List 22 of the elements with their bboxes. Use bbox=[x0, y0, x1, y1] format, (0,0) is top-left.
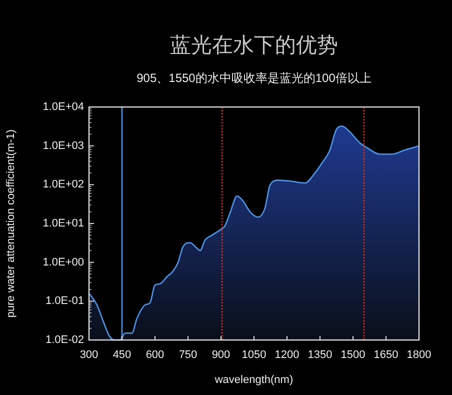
y-tick-label: 1.0E+03 bbox=[42, 140, 84, 152]
x-tick-label: 300 bbox=[80, 349, 98, 361]
x-tick-label: 1800 bbox=[406, 349, 432, 361]
y-tick-label: 1.0E+01 bbox=[42, 218, 84, 230]
chart-title: 蓝光在水下的优势 bbox=[170, 34, 338, 57]
x-tick-label: 1200 bbox=[274, 349, 300, 361]
y-tick-label: 1.0E-01 bbox=[45, 295, 84, 308]
y-tick-label: 1.0E+00 bbox=[42, 256, 84, 268]
x-tick-label: 900 bbox=[212, 349, 230, 361]
y-tick-label: 1.0E-02 bbox=[45, 334, 84, 346]
x-tick-label: 600 bbox=[146, 349, 164, 361]
y-tick-label: 1.0E+04 bbox=[42, 101, 84, 113]
x-axis-title: wavelength(nm) bbox=[214, 374, 294, 386]
x-tick-label: 1350 bbox=[308, 349, 332, 361]
x-tick-label: 450 bbox=[112, 349, 132, 361]
y-axis-title: pure water attenuation coefficient(m-1) bbox=[5, 129, 17, 318]
chart-subtitle: 905、1550的水中吸收率是蓝光的100倍以上 bbox=[136, 71, 372, 85]
x-tick-label: 750 bbox=[178, 349, 198, 361]
y-tick-label: 1.0E+02 bbox=[42, 178, 84, 191]
x-tick-label: 1500 bbox=[340, 349, 366, 361]
x-tick-label: 1050 bbox=[242, 349, 266, 361]
x-tick-label: 1650 bbox=[374, 349, 398, 361]
